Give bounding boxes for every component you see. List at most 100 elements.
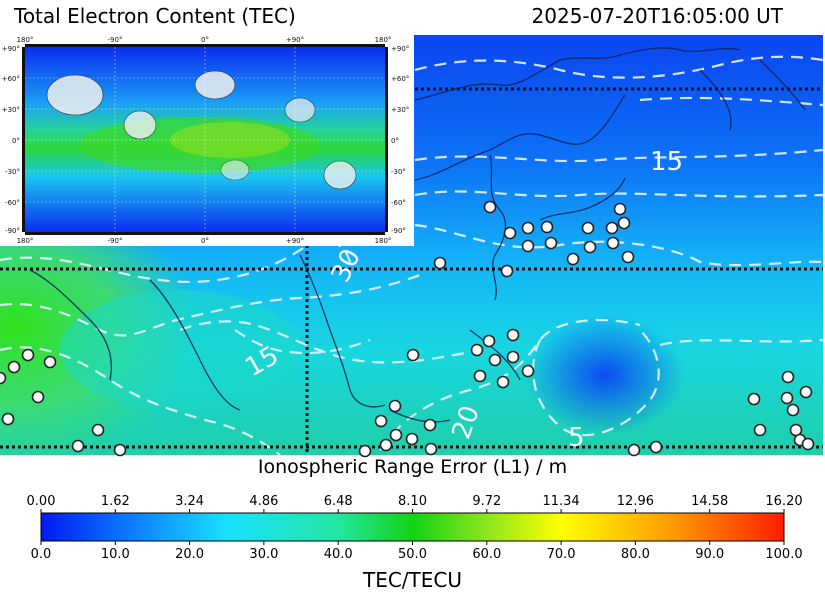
tec-tick-label: 40.0 [324,547,353,562]
tec-tick-label: 10.0 [101,547,130,562]
station-marker [606,236,620,250]
inset-lon-label: +90° [286,36,304,44]
station-marker [0,371,7,385]
coastline [149,279,241,411]
tec-band [60,290,300,410]
range-error-tick-label: 6.48 [324,494,353,509]
tec-ticks: 0.0 10.0 20.0 30.0 40.0 50.0 60.0 70.0 80.0 90.0 1… [31,541,803,562]
inset-lat-label: -60° [391,199,406,207]
station-marker [423,418,437,432]
station-marker [473,369,487,383]
inset-lon-labels-top: 180° -90° 0° +90° 180° [17,36,392,44]
coastline [699,59,806,131]
station-marker [500,264,514,278]
coastline [299,254,386,408]
station-marker [521,221,535,235]
station-marker [581,221,595,235]
coastline [414,47,741,101]
contour-line [414,148,824,163]
tec-tick-label: 100.0 [765,547,802,562]
station-marker [470,343,484,357]
inset-lon-label: +90° [286,237,304,245]
station-marker [113,443,127,457]
station-marker [583,240,597,254]
station-marker [506,328,520,342]
contour-line [414,190,824,198]
map-timestamp: 2025-07-20T16:05:00 UT [531,4,783,28]
station-marker [488,353,502,367]
tec-tick-label: 80.0 [621,547,650,562]
coastline [414,94,626,181]
station-marker [613,202,627,216]
inset-lat-label: 0° [391,137,399,145]
inset-lon-label: 0° [201,237,209,245]
inset-station-cluster [46,74,104,116]
inset-lon-label: 180° [17,237,34,245]
station-marker [406,348,420,362]
inset-station-cluster [123,110,157,140]
colorbar-gradient [40,512,785,542]
range-error-tick-label: 12.96 [617,494,654,509]
station-marker [627,443,641,457]
station-marker [544,236,558,250]
inset-lon-label: 180° [375,36,392,44]
range-error-tick-label: 9.72 [472,494,501,509]
station-marker [799,385,813,399]
inset-lon-label: 0° [201,36,209,44]
station-marker [649,440,663,454]
contour-label: 15 [650,147,683,177]
station-marker [379,438,393,452]
coastline [489,154,507,301]
contour-line [414,55,824,79]
station-marker [21,348,35,362]
range-error-tick-label: 3.24 [175,494,204,509]
inset-station-cluster [323,160,357,190]
station-marker [753,423,767,437]
range-error-tick-label: 4.86 [249,494,278,509]
station-marker [786,403,800,417]
station-marker [424,442,438,456]
inset-station-cluster [284,97,316,123]
inset-lat-label: +30° [391,106,409,114]
tec-tick-label: 70.0 [547,547,576,562]
station-marker [483,200,497,214]
range-error-ticks: 0.00 1.62 3.24 4.86 6.48 8.10 9.72 11.34 12.96 14… [27,494,803,513]
station-marker [780,391,794,405]
station-marker [521,364,535,378]
inset-lon-label: 180° [17,36,34,44]
tec-tick-label: 90.0 [695,547,724,562]
station-marker [1,412,15,426]
range-error-tick-label: 8.10 [398,494,427,509]
inset-lon-label: 180° [375,237,392,245]
station-marker [433,256,447,270]
station-marker [389,428,403,442]
range-error-tick-label: 1.62 [101,494,130,509]
station-marker [540,220,554,234]
inset-lat-label: +60° [391,75,409,83]
station-marker [482,334,496,348]
inset-station-cluster [194,70,236,100]
inset-lat-label: -30° [391,168,406,176]
inset-lat-label: +60° [2,75,20,83]
station-marker [605,221,619,235]
contour-label: 5 [568,423,585,453]
inset-lon-label: -90° [108,237,123,245]
contour-line [532,329,660,437]
tec-tick-label: 0.0 [31,547,52,562]
station-marker [506,350,520,364]
range-error-tick-label: 14.58 [691,494,728,509]
station-marker [503,226,517,240]
coastline [29,269,112,381]
coastline [389,329,521,423]
station-marker [388,399,402,413]
inset-right-bar [385,47,388,232]
inset-lat-label: -90° [5,227,20,235]
tec-tick-label: 50.0 [398,547,427,562]
inset-grid [25,47,385,232]
range-error-tick-label: 16.20 [765,494,802,509]
inset-lat-label: -30° [5,168,20,176]
inset-top-bar [25,44,385,47]
coastlines [29,47,806,423]
contour-line [0,240,352,284]
map-title: Total Electron Content (TEC) [14,4,296,28]
